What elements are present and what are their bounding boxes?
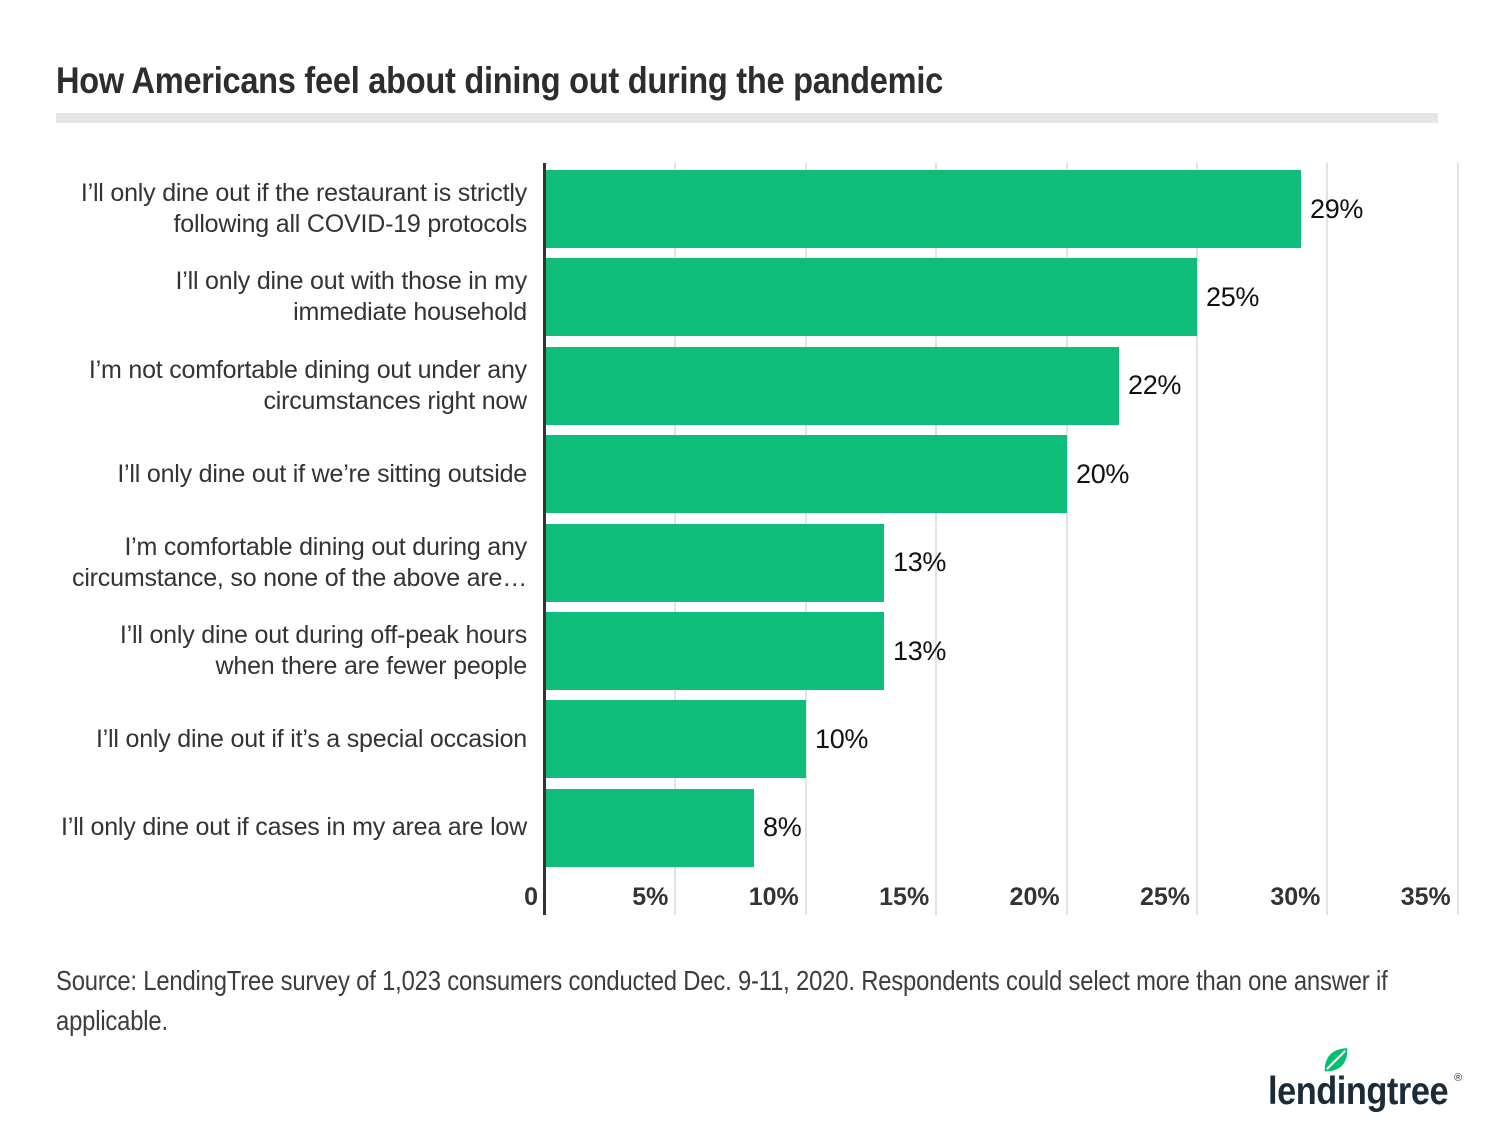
- x-tick-label: 35%: [1400, 883, 1451, 911]
- bar: [546, 700, 806, 779]
- gridline: [935, 163, 938, 915]
- bar-value-label: 22%: [1128, 370, 1182, 401]
- x-tick-label: 25%: [1139, 883, 1190, 911]
- bar: [546, 170, 1301, 248]
- bar: [546, 346, 1119, 425]
- x-tick-label: 30%: [1270, 883, 1321, 911]
- page-title: How Americans feel about dining out duri…: [56, 60, 943, 101]
- category-label: I’ll only dine out during off-peak hours…: [119, 621, 527, 680]
- registered-trademark: ®: [1454, 1072, 1463, 1084]
- gridline: [1326, 163, 1329, 915]
- x-axis-line: [543, 163, 546, 915]
- x-tick-label: 5%: [632, 883, 669, 911]
- lendingtree-logo: lendingtree ®: [1268, 1048, 1478, 1114]
- category-label: I’m not comfortable dining out under any…: [88, 355, 527, 415]
- logo-wordmark: lendingtree: [1268, 1070, 1449, 1113]
- bar: [546, 788, 754, 867]
- category-label: I’m comfortable dining out during any ci…: [72, 532, 527, 592]
- x-tick-label: 0: [524, 883, 538, 911]
- bar-value-label: 25%: [1206, 281, 1260, 312]
- category-label: I’ll only dine out if it’s a special occ…: [95, 724, 527, 753]
- title-divider: [56, 113, 1438, 123]
- leaf-icon: [1324, 1048, 1348, 1072]
- gridline: [1456, 163, 1459, 915]
- x-tick-label: 10%: [748, 883, 799, 911]
- category-label: I’ll only dine out with those in my imme…: [175, 267, 527, 327]
- bar-value-label: 29%: [1310, 193, 1364, 224]
- bar: [546, 258, 1197, 337]
- gridline: [1196, 163, 1198, 915]
- x-tick-label: 20%: [1009, 883, 1060, 911]
- bar-value-label: 10%: [815, 723, 869, 754]
- bar-value-label: 13%: [893, 547, 947, 578]
- bar-value-label: 20%: [1076, 458, 1130, 489]
- source-line-1: Source: LendingTree survey of 1,023 cons…: [56, 965, 1388, 996]
- gridline: [1065, 163, 1068, 915]
- bar: [546, 523, 884, 602]
- source-line-2: applicable.: [56, 1005, 168, 1036]
- bar-value-label: 8%: [763, 812, 802, 843]
- source-note: Source: LendingTree survey of 1,023 cons…: [56, 961, 1450, 1041]
- bar: [546, 435, 1067, 514]
- category-label: I’ll only dine out if cases in my area a…: [60, 813, 527, 842]
- bar: [546, 612, 884, 690]
- category-label: I’ll only dine out if the restaurant is …: [80, 179, 527, 238]
- x-tick-label: 15%: [879, 883, 930, 911]
- category-label: I’ll only dine out if we’re sitting outs…: [117, 459, 527, 488]
- bar-value-label: 13%: [893, 635, 947, 666]
